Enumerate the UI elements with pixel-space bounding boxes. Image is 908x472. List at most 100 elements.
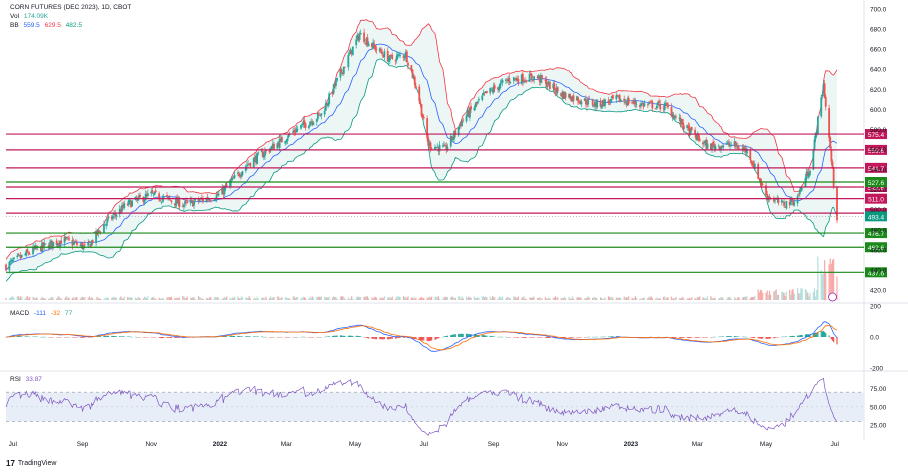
volume-bar — [302, 296, 304, 300]
candle-body — [785, 200, 788, 209]
candle-body — [52, 242, 55, 246]
event-marker-icon[interactable] — [828, 292, 837, 302]
macd-histogram-bar — [793, 335, 795, 337]
macd-histogram-bar — [678, 337, 680, 338]
volume-bar — [21, 296, 23, 300]
candle-body — [544, 79, 547, 81]
candle-body — [210, 200, 212, 202]
candle-body — [667, 105, 669, 108]
candle-body — [307, 125, 310, 129]
candle-body — [733, 141, 736, 145]
volume-bar — [80, 297, 83, 300]
macd-histogram-bar — [482, 335, 485, 337]
candle-body — [174, 203, 176, 206]
candle-body — [599, 100, 602, 107]
volume-bar — [800, 288, 802, 300]
volume-bar — [665, 298, 667, 300]
tradingview-logo[interactable]: 17 TradingView — [6, 459, 56, 468]
candle-body — [824, 96, 827, 107]
macd-histogram-bar — [161, 337, 164, 339]
candle-body — [595, 102, 597, 107]
macd-histogram-bar — [114, 336, 116, 337]
macd-histogram-bar — [115, 336, 117, 337]
candle-body — [341, 72, 344, 74]
volume-bar — [121, 298, 123, 300]
candle-body — [830, 149, 833, 162]
candle-body — [342, 66, 345, 74]
volume-bar — [342, 296, 344, 300]
candle-body — [548, 81, 551, 90]
volume-bar — [805, 290, 808, 300]
candle-body — [403, 57, 406, 58]
candle-body — [162, 196, 165, 199]
macd-histogram-bar — [358, 336, 361, 337]
macd-histogram-bar — [820, 331, 822, 337]
macd-histogram-bar — [796, 335, 799, 337]
macd-histogram-bar — [821, 331, 823, 337]
candle-body — [742, 147, 745, 150]
candle-body — [832, 167, 835, 187]
time-tick-label: May — [760, 441, 773, 448]
candle-body — [5, 264, 7, 271]
macd-histogram-bar — [766, 337, 768, 339]
volume-bar — [831, 259, 834, 300]
volume-bar — [754, 295, 756, 300]
macd-histogram-bar — [241, 336, 244, 337]
volume-bar — [402, 296, 405, 300]
candle-body — [58, 243, 60, 246]
macd-histogram-bar — [524, 337, 526, 338]
candle-body — [396, 54, 399, 57]
volume-bar — [240, 296, 242, 300]
volume-bar — [623, 296, 625, 300]
price-tick-label: 440.0 — [870, 267, 887, 274]
macd-histogram-bar — [517, 337, 519, 338]
candle-body — [176, 197, 179, 204]
volume-bar — [798, 293, 800, 300]
candle-body — [525, 80, 528, 83]
macd-histogram-bar — [331, 336, 334, 337]
macd-histogram-bar — [223, 336, 226, 337]
candle-body — [746, 148, 748, 154]
candle-body — [658, 100, 660, 103]
time-tick-label: 2022 — [213, 441, 228, 448]
candle-body — [411, 69, 414, 78]
macd-histogram-bar — [20, 336, 22, 337]
volume-bar — [382, 298, 384, 300]
candle-body — [59, 240, 61, 247]
volume-bar — [333, 296, 335, 300]
candle-body — [583, 98, 586, 101]
volume-bar — [450, 297, 452, 300]
volume-bar — [112, 297, 114, 300]
candle-body — [348, 53, 351, 55]
volume-bar — [335, 297, 337, 300]
volume-bar — [414, 298, 416, 300]
candle-body — [446, 146, 449, 150]
candle-body — [427, 137, 430, 147]
candle-body — [336, 77, 338, 81]
volume-bar — [49, 298, 51, 300]
volume-bar — [525, 298, 527, 300]
macd-histogram-bar — [757, 337, 759, 339]
volume-bar — [281, 297, 283, 300]
volume-bar — [639, 298, 641, 300]
macd-histogram-bar — [548, 337, 550, 338]
volume-bar — [254, 297, 256, 300]
volume-bar — [226, 296, 228, 300]
candle-body — [367, 43, 370, 47]
volume-bar — [209, 297, 211, 300]
rsi-line — [5, 377, 838, 436]
rsi-tick-label: 50.00 — [870, 404, 887, 411]
candle-body — [304, 123, 307, 128]
volume-bar — [120, 296, 122, 300]
candle-body — [457, 126, 460, 136]
candle-body — [435, 147, 438, 149]
volume-bar — [257, 298, 259, 300]
volume-bar — [642, 297, 644, 300]
volume-bar — [232, 298, 235, 300]
volume-bar — [152, 296, 155, 300]
candle-body — [643, 103, 646, 106]
volume-bar — [634, 296, 637, 300]
candle-body — [386, 50, 389, 62]
